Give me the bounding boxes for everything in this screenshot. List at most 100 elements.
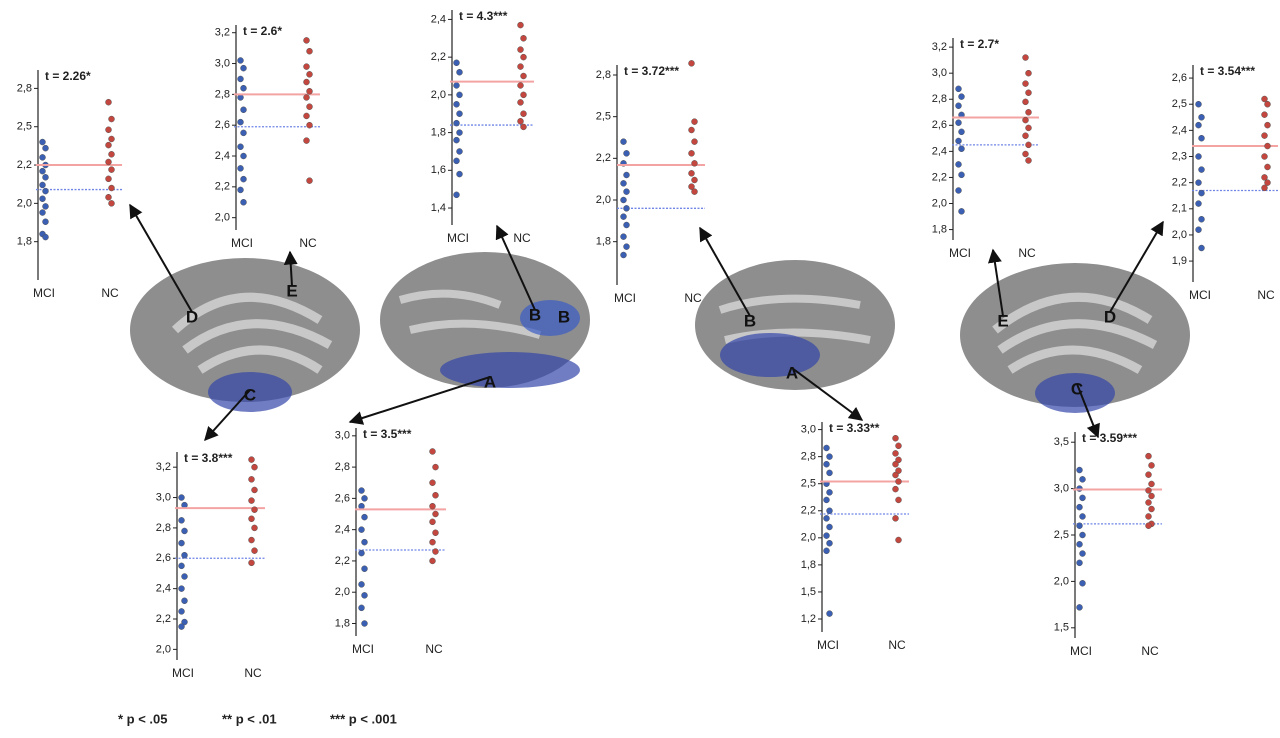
data-point xyxy=(895,478,902,485)
data-point xyxy=(823,460,830,468)
data-point xyxy=(240,152,247,160)
y-tick-label: 2,0 xyxy=(431,89,446,101)
data-point xyxy=(42,144,49,152)
data-point xyxy=(955,102,962,110)
data-point xyxy=(306,71,313,78)
data-point xyxy=(955,137,962,145)
arrow xyxy=(1076,383,1100,439)
data-point xyxy=(691,160,698,167)
y-tick-label: 1,2 xyxy=(801,613,816,625)
data-point xyxy=(39,181,46,189)
data-point xyxy=(1195,100,1202,108)
region-label: A xyxy=(786,363,798,382)
data-point xyxy=(105,175,112,183)
data-point xyxy=(1198,114,1205,121)
data-point xyxy=(42,174,49,181)
data-point xyxy=(620,233,627,240)
data-point xyxy=(688,60,695,67)
data-point xyxy=(240,199,247,206)
data-point xyxy=(823,532,830,539)
y-tick-label: 2,0 xyxy=(1054,575,1069,587)
annotation: t = 2.6* xyxy=(243,24,282,38)
y-tick-label: 2,8 xyxy=(335,461,350,473)
region-label: B xyxy=(744,311,756,330)
y-tick-label: 2,8 xyxy=(596,69,611,81)
y-tick-label: 2,5 xyxy=(596,111,611,123)
data-point xyxy=(620,251,627,259)
data-point xyxy=(1145,522,1152,529)
data-point xyxy=(688,126,695,134)
x-tick-label: MCI xyxy=(817,638,839,652)
data-point xyxy=(429,479,436,486)
data-point xyxy=(303,78,310,86)
data-point xyxy=(181,597,188,605)
data-point xyxy=(251,547,258,554)
data-point xyxy=(1022,98,1029,106)
data-point xyxy=(691,176,698,184)
data-point xyxy=(1148,462,1155,469)
data-point xyxy=(1145,471,1152,478)
data-point xyxy=(1025,141,1032,149)
data-point xyxy=(955,119,962,126)
region-label: C xyxy=(244,385,256,404)
data-point xyxy=(1022,116,1029,124)
data-point xyxy=(108,200,115,207)
data-point xyxy=(620,138,627,145)
data-point xyxy=(429,538,436,546)
data-point xyxy=(958,171,965,179)
data-point xyxy=(823,496,830,504)
data-point xyxy=(826,610,833,617)
y-tick-label: 2,4 xyxy=(156,583,171,595)
data-point xyxy=(520,53,527,61)
data-point xyxy=(306,88,313,95)
data-point xyxy=(237,118,244,126)
y-tick-label: 2,4 xyxy=(215,150,230,162)
data-point xyxy=(1195,226,1202,233)
region-label: B xyxy=(558,307,570,326)
data-point xyxy=(358,549,365,557)
y-tick-label: 1,5 xyxy=(801,586,816,598)
y-tick-label: 2,8 xyxy=(156,522,171,534)
y-tick-label: 1,9 xyxy=(1172,255,1187,267)
data-point xyxy=(105,126,112,134)
region-label: A xyxy=(484,372,496,391)
y-tick-label: 2,5 xyxy=(801,478,816,490)
data-point xyxy=(1079,531,1086,539)
data-point xyxy=(361,513,368,521)
y-tick-label: 2,5 xyxy=(1172,98,1187,110)
data-point xyxy=(39,209,46,216)
annotation: t = 2.7* xyxy=(960,37,999,51)
y-tick-label: 3,0 xyxy=(932,67,947,79)
data-point xyxy=(453,101,460,108)
data-point xyxy=(248,536,255,544)
data-point xyxy=(181,573,188,580)
y-tick-label: 1,8 xyxy=(335,617,350,629)
y-tick-label: 3,5 xyxy=(1054,436,1069,448)
data-point xyxy=(1261,111,1268,118)
arrow xyxy=(1109,220,1164,313)
data-point xyxy=(42,203,49,210)
data-point xyxy=(1148,492,1155,500)
data-point xyxy=(826,523,833,531)
y-tick-label: 1,8 xyxy=(932,223,947,235)
data-point xyxy=(1079,476,1086,483)
data-point xyxy=(1076,466,1083,474)
data-point xyxy=(178,585,185,592)
data-point xyxy=(623,188,630,195)
annotation: t = 4.3*** xyxy=(459,9,508,23)
data-point xyxy=(456,170,463,178)
data-point xyxy=(691,118,698,125)
data-point xyxy=(108,184,115,192)
data-point xyxy=(892,471,899,479)
data-point xyxy=(303,94,310,101)
data-point xyxy=(237,143,244,151)
data-point xyxy=(958,93,965,100)
data-point xyxy=(1261,132,1268,139)
data-point xyxy=(306,121,313,129)
data-point xyxy=(892,460,899,468)
data-point xyxy=(237,165,244,172)
data-point xyxy=(623,171,630,179)
data-point xyxy=(240,84,247,92)
data-point xyxy=(517,118,524,125)
x-tick-label: MCI xyxy=(949,246,971,260)
